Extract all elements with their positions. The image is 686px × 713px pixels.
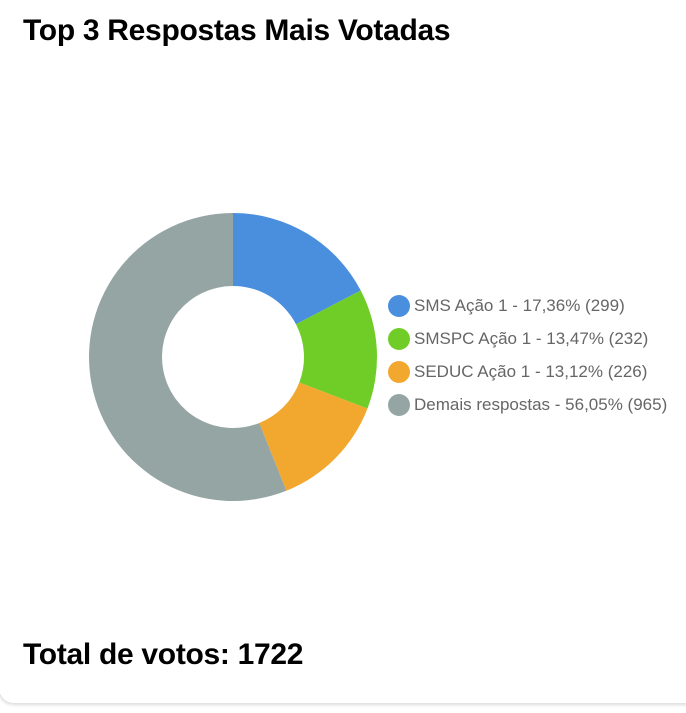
legend-item-demais-respostas[interactable]: Demais respostas - 56,05% (965) [388,394,667,416]
legend-item-smspc-acao-1[interactable]: SMSPC Ação 1 - 13,47% (232) [388,328,667,350]
donut-chart-area [88,212,378,502]
donut-slice-4[interactable] [89,213,287,501]
chart-legend: SMS Ação 1 - 17,36% (299) SMSPC Ação 1 -… [388,295,667,416]
donut-slice-2[interactable] [295,290,378,409]
donut-slice-3[interactable] [259,382,368,491]
donut-chart [89,213,378,501]
legend-circle-icon [388,394,410,416]
donut-slice-1[interactable] [233,213,361,325]
page-title: Top 3 Respostas Mais Votadas [23,14,451,47]
legend-label: SEDUC Ação 1 - 13,12% (226) [414,362,648,381]
legend-circle-icon [388,328,410,350]
legend-item-seduc-acao-1[interactable]: SEDUC Ação 1 - 13,12% (226) [388,361,667,383]
legend-label: Demais respostas - 56,05% (965) [414,395,668,414]
legend-circle-icon [388,295,410,317]
legend-item-sms-acao-1[interactable]: SMS Ação 1 - 17,36% (299) [388,295,667,317]
legend-label: SMSPC Ação 1 - 13,47% (232) [414,329,649,348]
legend-circle-icon [388,361,410,383]
legend-label: SMS Ação 1 - 17,36% (299) [414,296,625,315]
total-votes: Total de votos: 1722 [23,638,304,671]
